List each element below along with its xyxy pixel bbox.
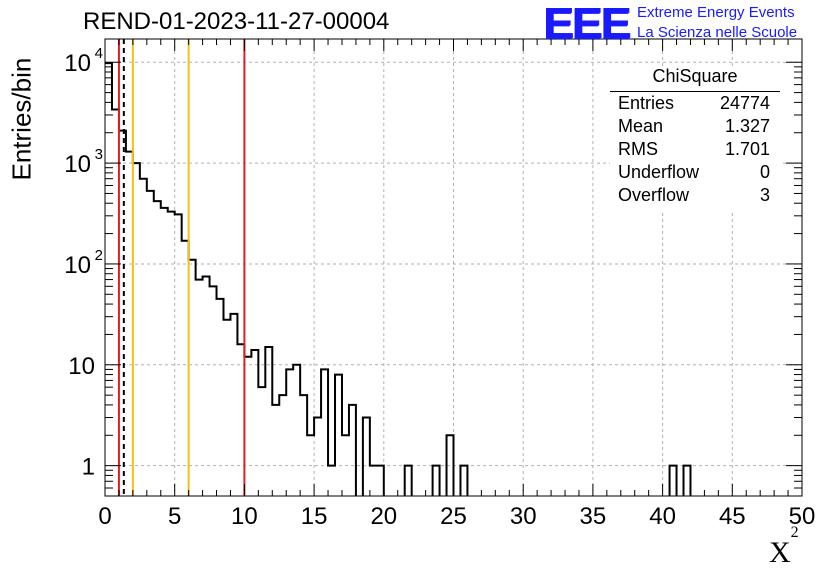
- stats-label: Entries: [618, 93, 675, 113]
- stats-box: ChiSquare Entries 24774 Mean 1.327 RMS 1…: [610, 66, 780, 210]
- eee-logo: EEE: [543, 0, 631, 48]
- stats-row-mean: Mean 1.327: [618, 116, 778, 138]
- marker-lines-layer: [117, 39, 246, 496]
- stats-title: ChiSquare: [652, 66, 738, 86]
- logo-line-2: La Scienza nelle Scuole: [637, 24, 798, 41]
- y-tick-label: 10: [64, 252, 91, 279]
- y-tick-label-exponent: 4: [95, 45, 103, 62]
- stats-label: Underflow: [618, 162, 700, 182]
- x-axis-label-base: X: [769, 536, 791, 569]
- axis-ticks-layer: [104, 39, 803, 497]
- x-tick-label: 35: [580, 503, 607, 530]
- x-tick-label: 50: [789, 503, 816, 530]
- stats-value: 1.701: [724, 139, 770, 159]
- run-title: REND-01-2023-11-27-00004: [83, 8, 390, 35]
- stats-row-rms: RMS 1.701: [618, 139, 778, 161]
- stats-divider: [610, 91, 780, 92]
- stats-value: 24774: [719, 93, 770, 113]
- histogram-layer: [105, 62, 692, 496]
- x-tick-label: 25: [440, 503, 467, 530]
- stats-label: Mean: [618, 116, 664, 136]
- histogram-outline: [105, 62, 692, 496]
- y-axis-label: Entries/bin: [6, 57, 37, 181]
- logo-line-1: Extreme Energy Events: [637, 4, 795, 21]
- x-tick-label: 45: [719, 503, 746, 530]
- stats-row-entries: Entries 24774: [618, 93, 778, 115]
- y-tick-label: 10: [68, 353, 95, 380]
- grid-layer: [104, 39, 803, 496]
- stats-value: 0: [759, 162, 770, 182]
- x-tick-label: 10: [231, 503, 258, 530]
- y-tick-label: 10: [64, 151, 91, 178]
- x-tick-label: 5: [168, 503, 181, 530]
- stats-value: 1.327: [724, 116, 770, 136]
- x-tick-label: 30: [510, 503, 537, 530]
- y-tick-label: 10: [64, 50, 91, 77]
- x-tick-label: 0: [98, 503, 111, 530]
- stats-label: RMS: [618, 139, 658, 159]
- x-axis-label-superscript: 2: [790, 524, 799, 541]
- y-axis-label-box: Entries/bin: [6, 57, 37, 181]
- stats-label: Overflow: [618, 185, 690, 205]
- y-tick-label-exponent: 3: [95, 146, 103, 163]
- stats-row-underflow: Underflow 0: [618, 162, 778, 184]
- stats-row-overflow: Overflow 3: [618, 185, 778, 207]
- x-axis-label: X2: [769, 524, 799, 570]
- y-tick-label-exponent: 2: [95, 247, 103, 264]
- x-tick-label: 40: [649, 503, 676, 530]
- stats-value: 3: [759, 185, 770, 205]
- x-tick-label: 15: [301, 503, 328, 530]
- y-tick-label: 1: [82, 454, 95, 481]
- x-tick-label: 20: [370, 503, 397, 530]
